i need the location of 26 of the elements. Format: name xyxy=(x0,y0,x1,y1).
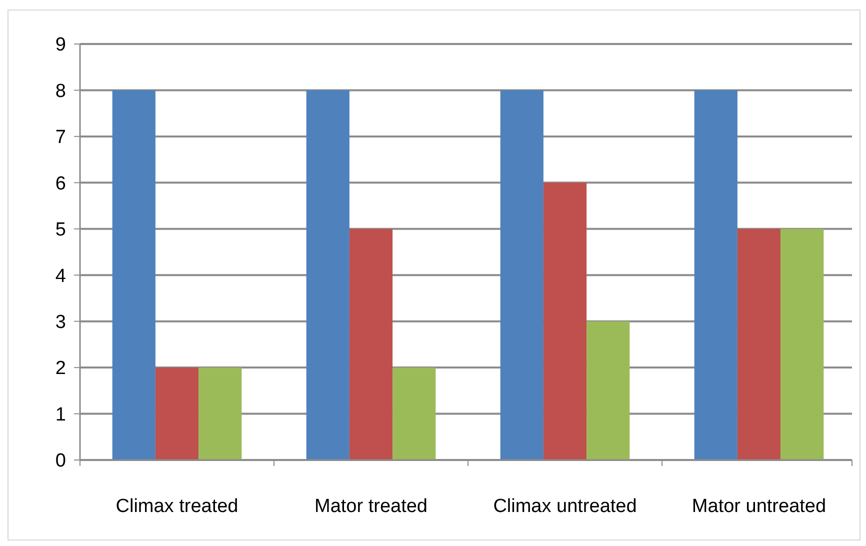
y-tick-label: 9 xyxy=(55,34,66,56)
y-tick-label: 1 xyxy=(55,404,66,426)
y-tick-label: 7 xyxy=(55,127,66,148)
y-tick-label: 4 xyxy=(55,266,66,287)
x-tick-label: Climax treated xyxy=(116,496,238,517)
bar xyxy=(349,228,393,460)
y-tick-label: 5 xyxy=(55,220,66,241)
bar xyxy=(198,368,242,460)
y-tick-label: 6 xyxy=(55,173,66,194)
x-tick-label: Climax untreated xyxy=(493,496,637,517)
y-tick-label: 2 xyxy=(55,358,66,380)
x-tick-label: Mator treated xyxy=(314,496,428,517)
bar xyxy=(500,90,544,460)
x-tick-label: Mator untreated xyxy=(692,496,826,517)
y-tick-label: 3 xyxy=(55,312,66,333)
bar xyxy=(694,90,738,460)
y-tick-label: 8 xyxy=(55,80,66,102)
bar xyxy=(155,368,199,460)
bar xyxy=(780,228,824,460)
bar xyxy=(543,182,587,460)
bar xyxy=(112,90,156,460)
bar xyxy=(737,228,781,460)
bar xyxy=(392,368,436,460)
y-tick-label: 0 xyxy=(55,450,66,472)
bar xyxy=(586,321,630,460)
bar xyxy=(306,90,350,460)
